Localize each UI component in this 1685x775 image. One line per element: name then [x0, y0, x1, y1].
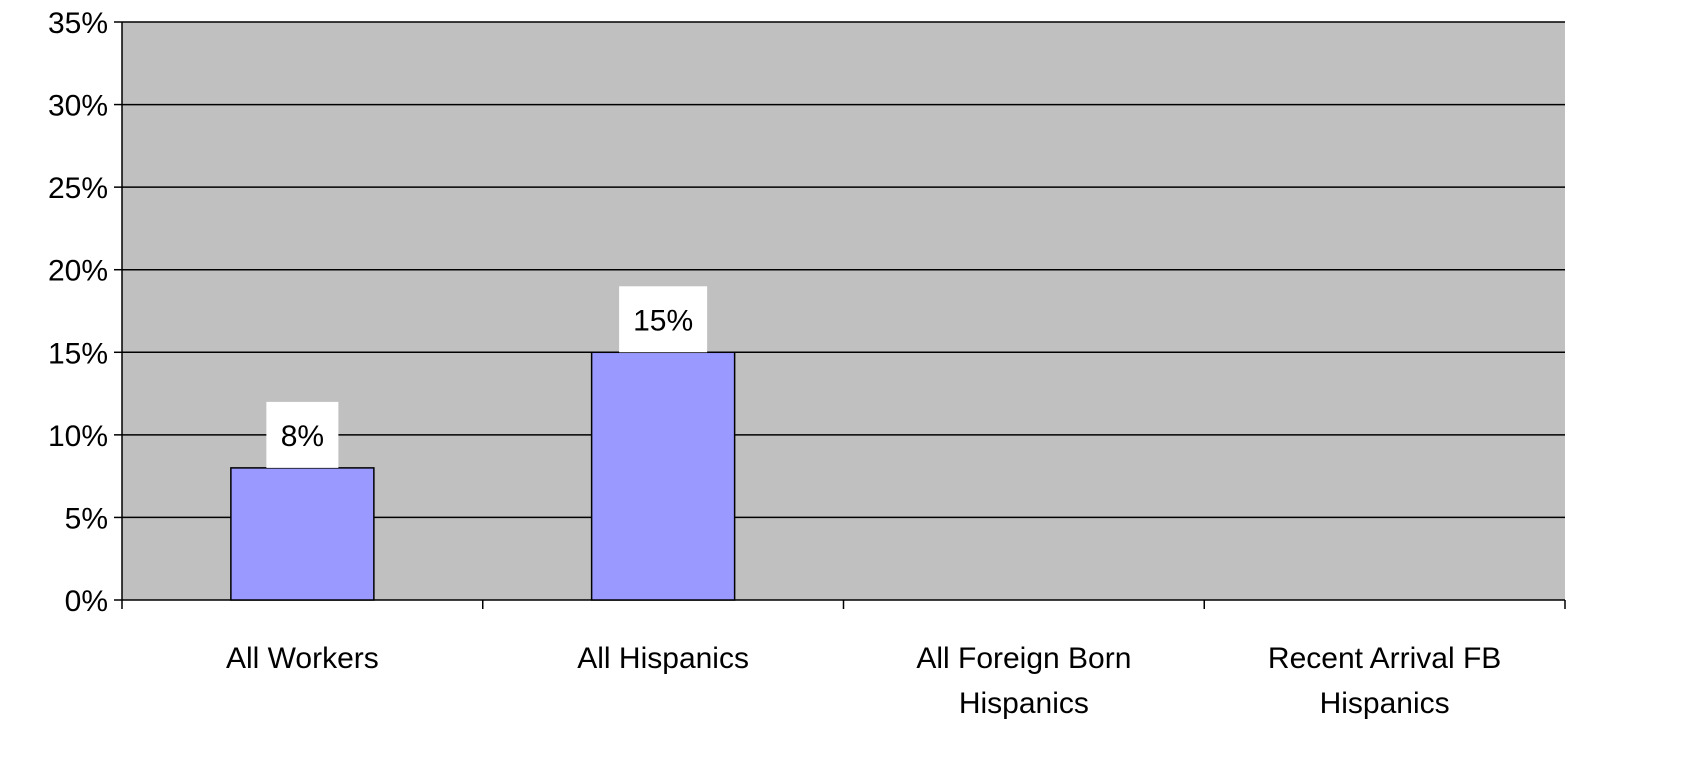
y-tick-label: 5%: [65, 502, 108, 535]
y-tick-label: 10%: [48, 420, 108, 453]
x-category-label: All Workers: [226, 642, 379, 675]
x-category-label: All Hispanics: [577, 642, 749, 675]
x-category-label: All Foreign Born: [916, 642, 1131, 675]
data-label: 8%: [281, 420, 324, 453]
x-axis-category-labels: All Workers All Hispanics All Foreign Born…: [226, 642, 1501, 720]
x-category-label: Hispanics: [1320, 687, 1450, 720]
y-tick-label: 20%: [48, 255, 108, 288]
x-category-label: Recent Arrival FB: [1268, 642, 1501, 675]
y-tick-label: 0%: [65, 585, 108, 618]
y-tick-label: 30%: [48, 90, 108, 123]
bar: [230, 467, 375, 601]
data-label-box: [266, 401, 339, 468]
y-axis-tick-labels: 0% 5% 10% 15% 20% 25% 30% 35%: [48, 7, 122, 618]
y-tick-label: 25%: [48, 172, 108, 205]
bar: [590, 351, 736, 601]
y-tick-label: 15%: [48, 337, 108, 370]
y-tick-label: 35%: [48, 7, 108, 40]
data-label: 15%: [633, 304, 693, 337]
bars: [230, 351, 736, 601]
data-labels: 8% 15%: [266, 286, 708, 468]
data-label-box: [619, 286, 708, 353]
x-category-label: Hispanics: [959, 687, 1089, 720]
